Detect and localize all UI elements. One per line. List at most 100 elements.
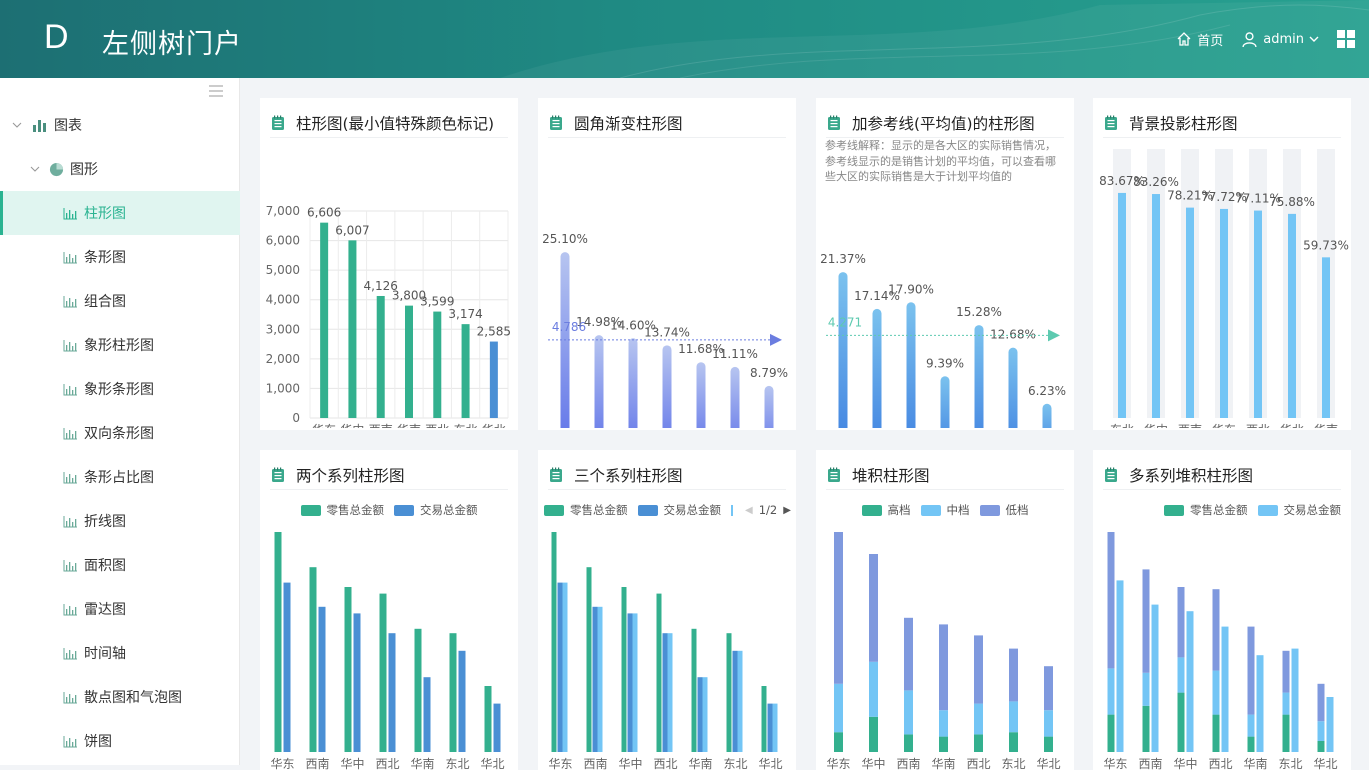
bar [1221,626,1229,752]
sidebar-item-label: 时间轴 [84,646,126,662]
sidebar-item-8[interactable]: 折线图 [0,499,240,543]
x-tick-label: 华北 [1313,757,1337,770]
sidebar-item-9[interactable]: 面积图 [0,543,240,587]
y-tick-label: 6,000 [266,234,300,248]
legend-item[interactable]: 中档 [920,502,970,518]
x-tick-label: 西北 [966,757,990,770]
sidebar-item-11[interactable]: 时间轴 [0,631,240,675]
menu-collapse-icon[interactable] [209,84,223,98]
tree-node-graphics[interactable]: 图形 [0,147,240,191]
legend-item[interactable]: 低档 [979,502,1029,518]
card-title-bar: 两个系列柱形图 [270,460,508,490]
sidebar-item-4[interactable]: 象形柱形图 [0,323,240,367]
bar-segment [1044,710,1053,737]
chart-card-4: 背景投影柱形图 83.67% 东北 83.26% 华中 78.21% 西南 77.72% 华东 7… [1093,98,1351,430]
x-tick-label: 东北 [1278,757,1302,770]
bar-chart-icon [63,691,77,703]
pie-chart-icon [49,162,64,176]
bar-segment [869,716,878,752]
bar [597,606,603,752]
bar [484,686,492,752]
sidebar-item-6[interactable]: 双向条形图 [0,411,240,455]
bar [1151,604,1159,752]
bar-segment [939,624,948,711]
legend-item[interactable]: 交易总金额 [394,502,478,518]
apps-grid-button[interactable] [1337,30,1355,48]
sidebar-item-label: 饼图 [84,734,112,750]
y-tick-label: 4,000 [266,293,300,307]
legend-swatch [300,504,321,516]
bar [1326,697,1334,752]
pager-next-icon[interactable]: ▶ [783,504,791,516]
legend-item[interactable]: 交易总金额 [637,502,721,518]
bar [1116,580,1124,752]
notepad-icon [828,115,840,130]
home-link[interactable]: 首页 [1176,30,1223,49]
bar [493,703,501,752]
legend-item[interactable]: 交易总金额 [1257,502,1341,518]
x-tick-label: 华南 [397,422,421,428]
sidebar-item-12[interactable]: 散点图和气泡图 [0,675,240,719]
bar-segment [1177,657,1185,693]
pager-prev-icon[interactable]: ◀ [745,504,753,516]
bar [940,376,950,428]
sidebar-item-13[interactable]: 饼图 [0,719,240,763]
data-label: 83.26% [1133,175,1179,189]
bar [353,613,361,752]
bar [414,628,422,752]
sidebar-item-5[interactable]: 象形条形图 [0,367,240,411]
sidebar-item-1[interactable]: 柱形图 [0,191,240,235]
user-menu[interactable]: admin [1241,31,1319,48]
legend-swatch [544,504,564,516]
bar [1291,648,1299,752]
bar-segment [1009,701,1018,733]
legend-item[interactable]: 零售总金额 [1164,502,1248,518]
sidebar-item-label: 雷达图 [84,602,126,618]
app-logo[interactable]: D [44,18,69,56]
card-title: 三个系列柱形图 [574,466,683,485]
bar [376,295,385,418]
card-title: 背景投影柱形图 [1129,114,1238,133]
sidebar-item-label: 双向条形图 [84,426,154,442]
legend-label: 零售总金额 [570,503,628,517]
bar-segment [1282,714,1290,752]
x-tick-label: 华北 [480,757,504,770]
legend-item[interactable]: 高档 [861,502,911,518]
bar [1288,213,1296,418]
reference-label: 4.271 [828,315,862,329]
bar-segment [1142,705,1150,752]
bar-segment [1282,692,1290,715]
legend-swatch-partial [731,505,733,516]
card-title-bar: 圆角渐变柱形图 [548,108,786,138]
bar [1256,655,1264,752]
bar [1186,611,1194,752]
data-label: 6,007 [335,223,369,237]
chart-card-8: 多系列堆积柱形图 零售总金额 交易总金额 华东 西南 华中 西北 华南 东北 华北 [1093,450,1351,770]
legend-item[interactable]: 零售总金额 [544,502,628,518]
sidebar-item-3[interactable]: 组合图 [0,279,240,323]
data-label: 75.88% [1269,195,1315,209]
legend-swatch [394,504,414,516]
sidebar-item-2[interactable]: 条形图 [0,235,240,279]
bar [449,633,457,752]
tree-node-chart[interactable]: 图表 [0,103,240,147]
bar-segment [1177,692,1185,752]
legend-item[interactable]: 零售总金额 [300,502,384,518]
sidebar-item-label: 散点图和气泡图 [84,690,182,706]
bar-segment [1212,589,1220,671]
x-tick-label: 东北 [445,757,469,770]
x-tick-label: 华北 [1036,757,1060,770]
legend-swatch [979,504,1000,516]
sidebar-item-10[interactable]: 雷达图 [0,587,240,631]
bar [1220,208,1228,418]
tree-node-label: 图表 [54,118,82,134]
bar-segment [974,635,983,704]
chevron-down-icon [1309,36,1319,42]
x-tick-label: 华东 [826,757,850,770]
sidebar-item-7[interactable]: 条形占比图 [0,455,240,499]
reference-arrow [770,333,782,346]
header-nav: 首页 admin [1176,0,1369,78]
bar [662,345,672,428]
x-tick-label: 华中 [618,756,642,770]
bar [761,686,767,752]
